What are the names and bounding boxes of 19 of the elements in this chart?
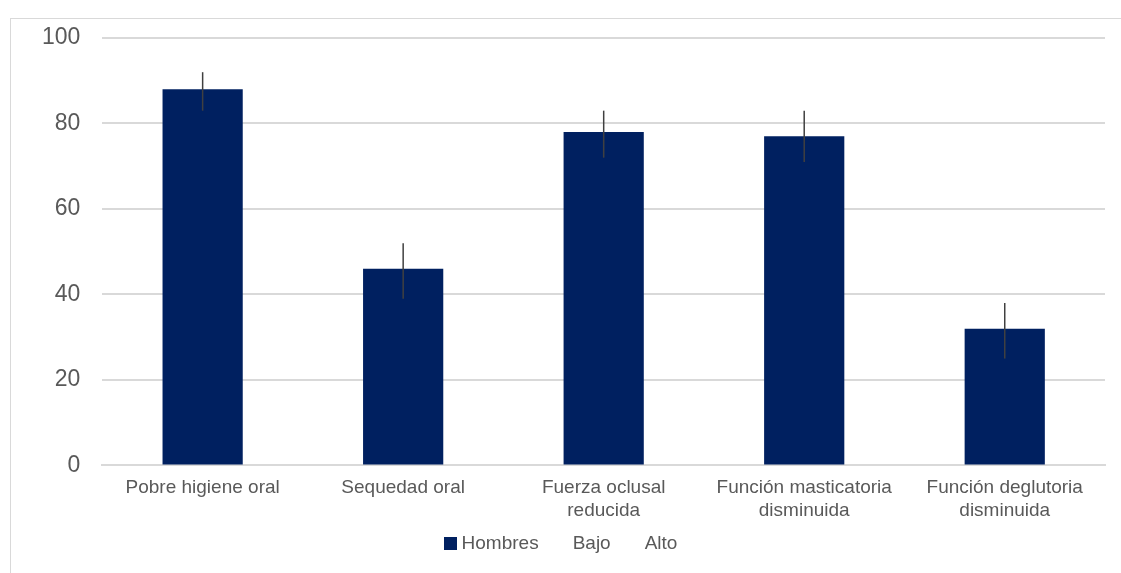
bar [563, 132, 644, 465]
y-tick-label: 100 [42, 23, 81, 50]
text: Alto [644, 532, 678, 554]
bar [964, 328, 1045, 465]
y-tick-label: 60 [54, 194, 81, 221]
y-tick-label: 0 [67, 450, 81, 477]
x-tick-label: Sequedad oral [341, 476, 465, 498]
bar [764, 136, 845, 465]
x-tick-label: Función deglutoria disminuida [926, 476, 1084, 520]
y-tick-label: 20 [54, 365, 81, 392]
y-tick-label: 80 [54, 108, 81, 135]
x-tick-label: Función masticatoria disminuida [716, 476, 893, 520]
x-tick-label: Fuerza oclusal reducida [541, 476, 666, 520]
legend-label: Hombres [460, 532, 539, 554]
x-tick-label: Pobre higiene oral [125, 476, 280, 498]
y-tick-label: 40 [54, 279, 81, 306]
bar [363, 268, 444, 465]
text: Bajo [572, 532, 611, 554]
bar [162, 89, 243, 465]
